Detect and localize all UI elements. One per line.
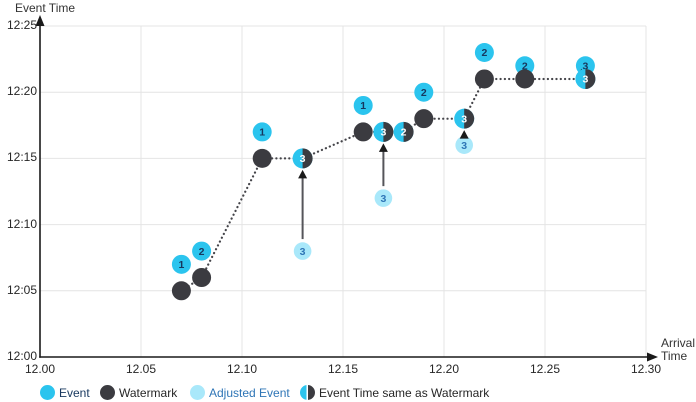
legend-item-event-same-as-watermark: Event Time same as Watermark xyxy=(300,385,489,400)
event-same-as-watermark-number: 3 xyxy=(380,127,386,139)
legend-item-adjusted-event: Adjusted Event xyxy=(190,385,290,400)
event-same-as-watermark-number: 2 xyxy=(401,127,407,139)
event-marker xyxy=(192,241,212,261)
event-number: 2 xyxy=(421,87,427,99)
event-same-as-watermark-number: 3 xyxy=(582,74,588,86)
adjustment-arrow-head xyxy=(298,169,308,179)
event-number: 1 xyxy=(178,259,184,271)
event-marker xyxy=(252,122,272,142)
event-same-as-watermark-legend-marker-icon xyxy=(300,385,315,400)
watermark-legend-marker-icon xyxy=(100,385,115,400)
legend-label-adjusted-event: Adjusted Event xyxy=(209,385,290,400)
adjusted-event-marker xyxy=(374,189,393,207)
x-axis-title-line1: Arrival xyxy=(661,336,696,350)
legend: Event Watermark Adjusted Event Event Tim… xyxy=(0,385,696,402)
watermark-marker xyxy=(171,281,191,301)
event-same-as-watermark-number: 3 xyxy=(300,153,306,165)
x-axis-arrow-icon xyxy=(647,352,658,362)
event-number: 2 xyxy=(522,60,528,72)
watermark-marker xyxy=(474,69,494,89)
y-axis-arrow-icon xyxy=(35,15,45,26)
x-axis-title-line2: Time xyxy=(661,349,688,363)
event-marker xyxy=(171,254,191,274)
x-tick-label: 12.15 xyxy=(327,362,359,376)
event-same-as-watermark-marker-right-half xyxy=(585,68,596,89)
adjusted-event-marker xyxy=(293,242,312,260)
x-tick-label: 12.25 xyxy=(529,362,561,376)
event-legend-marker-icon xyxy=(40,385,55,400)
y-axis-title: Event Time xyxy=(15,1,76,15)
event-number: 2 xyxy=(199,246,205,258)
watermark-marker xyxy=(414,109,434,129)
adjusted-event-marker xyxy=(455,136,474,154)
x-tick-label: 12.05 xyxy=(125,362,157,376)
x-axis-title: Arrival Time xyxy=(661,337,695,363)
event-marker xyxy=(414,82,434,102)
event-number: 1 xyxy=(259,127,265,139)
y-tick-label: 12:20 xyxy=(6,84,37,99)
adjustment-arrow-head xyxy=(459,130,469,139)
legend-label-watermark: Watermark xyxy=(119,385,178,400)
event-marker xyxy=(515,56,535,76)
watermark-marker xyxy=(192,268,212,288)
adjusted-event-number: 3 xyxy=(380,193,386,205)
y-tick-label: 12:25 xyxy=(6,18,37,32)
event-marker xyxy=(474,42,494,62)
event-same-as-watermark-marker-right-half xyxy=(302,148,313,169)
watermark-marker xyxy=(252,148,272,168)
adjusted-event-legend-marker-icon xyxy=(190,385,205,400)
legend-item-event: Event xyxy=(40,385,90,400)
legend-item-watermark: Watermark xyxy=(100,385,177,400)
y-tick-label: 12:10 xyxy=(6,216,37,231)
event-number: 1 xyxy=(360,100,366,112)
event-same-as-watermark-marker-right-half xyxy=(383,121,394,142)
event-marker xyxy=(353,95,373,115)
x-tick-label: 12.10 xyxy=(226,362,258,376)
event-number: 2 xyxy=(481,47,487,59)
event-same-as-watermark-number: 3 xyxy=(461,113,467,125)
event-number: 3 xyxy=(582,60,588,72)
y-tick-label: 12:15 xyxy=(6,150,37,165)
legend-label-event: Event xyxy=(59,385,90,400)
x-tick-label: 12.30 xyxy=(630,362,662,376)
y-tick-label: 12:05 xyxy=(6,282,37,297)
adjusted-event-number: 3 xyxy=(300,246,306,258)
adjusted-event-number: 3 xyxy=(461,140,467,152)
event-same-as-watermark-marker-right-half xyxy=(464,108,475,129)
legend-label-event-same-as-watermark: Event Time same as Watermark xyxy=(319,385,490,400)
y-tick-label: 12:00 xyxy=(6,349,37,363)
event-same-as-watermark-marker-right-half xyxy=(403,121,414,142)
adjustment-arrow-head xyxy=(378,143,388,152)
x-tick-label: 12.20 xyxy=(428,362,460,376)
watermark-marker xyxy=(353,122,373,142)
watermark-marker xyxy=(515,69,535,89)
x-tick-label: 12.00 xyxy=(24,362,56,376)
